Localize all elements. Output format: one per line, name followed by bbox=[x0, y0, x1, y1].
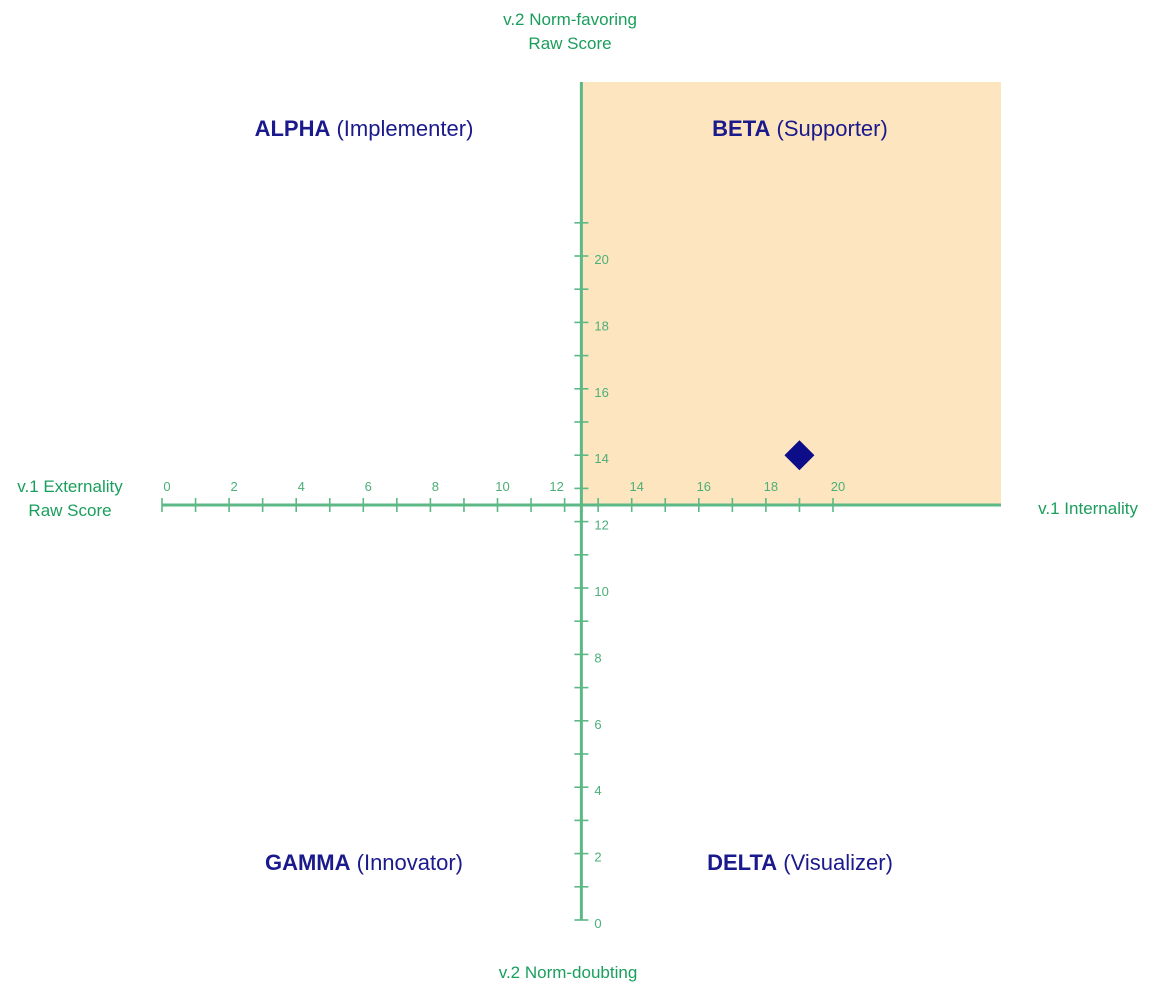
y-tick-label: 4 bbox=[594, 783, 601, 798]
x-tick-label: 4 bbox=[298, 479, 305, 494]
y-tick-label: 8 bbox=[594, 650, 601, 665]
y-tick-label: 0 bbox=[594, 916, 601, 931]
x-tick-label: 12 bbox=[549, 479, 563, 494]
y-tick-label: 2 bbox=[594, 850, 601, 865]
y-axis-title-bottom: v.2 Norm-doubting bbox=[499, 963, 638, 982]
quadrant-label-alpha: ALPHA (Implementer) bbox=[255, 116, 474, 141]
y-axis-title-bottom-line: v.2 Norm-doubting bbox=[499, 963, 638, 982]
y-tick-label: 12 bbox=[594, 518, 608, 533]
y-tick-label: 10 bbox=[594, 584, 608, 599]
quadrant-label-gamma: GAMMA (Innovator) bbox=[265, 850, 463, 875]
y-tick-label: 6 bbox=[594, 717, 601, 732]
highlight-quadrant bbox=[581, 82, 1001, 505]
x-axis-title-left: v.1 Externality Raw Score bbox=[17, 477, 123, 520]
quadrant-name: ALPHA bbox=[255, 116, 331, 141]
x-tick-label: 8 bbox=[432, 479, 439, 494]
x-tick-label: 6 bbox=[365, 479, 372, 494]
x-tick-label: 20 bbox=[831, 479, 845, 494]
x-tick-label: 0 bbox=[163, 479, 170, 494]
quadrant-name: BETA bbox=[712, 116, 770, 141]
x-tick-label: 2 bbox=[230, 479, 237, 494]
x-tick-label: 14 bbox=[629, 479, 643, 494]
y-tick-label: 16 bbox=[594, 385, 608, 400]
quadrant-label-delta: DELTA (Visualizer) bbox=[707, 850, 893, 875]
x-axis-title-right: v.1 Internality bbox=[1038, 499, 1138, 518]
y-axis-title-top-line: v.2 Norm-favoring bbox=[503, 10, 637, 29]
x-axis-title-left-line: v.1 Externality bbox=[17, 477, 123, 496]
quadrant-name: GAMMA bbox=[265, 850, 351, 875]
y-tick-label: 18 bbox=[594, 318, 608, 333]
x-axis-title-left-line: Raw Score bbox=[28, 501, 111, 520]
y-tick-label: 20 bbox=[594, 252, 608, 267]
x-tick-label: 10 bbox=[495, 479, 509, 494]
quadrant-desc: (Implementer) bbox=[330, 116, 473, 141]
quadrant-desc: (Visualizer) bbox=[777, 850, 893, 875]
y-tick-label: 14 bbox=[594, 451, 608, 466]
y-axis-title-top: v.2 Norm-favoring Raw Score bbox=[503, 10, 637, 53]
quadrant-label-beta: BETA (Supporter) bbox=[712, 116, 888, 141]
y-axis-title-top-line: Raw Score bbox=[528, 34, 611, 53]
x-tick-label: 18 bbox=[764, 479, 778, 494]
quadrant-name: DELTA bbox=[707, 850, 777, 875]
quadrant-desc: (Supporter) bbox=[770, 116, 887, 141]
data-point-diamond bbox=[784, 440, 815, 471]
quadrant-desc: (Innovator) bbox=[351, 850, 464, 875]
x-axis-title-right-line: v.1 Internality bbox=[1038, 499, 1138, 518]
x-tick-label: 16 bbox=[697, 479, 711, 494]
